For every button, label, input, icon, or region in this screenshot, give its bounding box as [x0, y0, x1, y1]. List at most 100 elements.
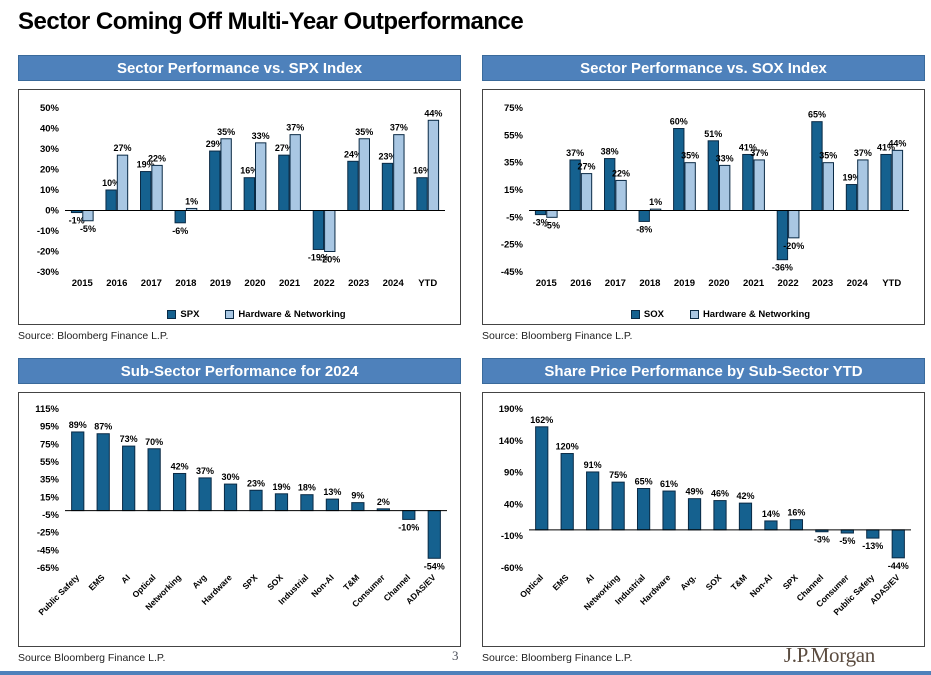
value-label: -8% [636, 224, 652, 234]
value-label: 37% [286, 123, 304, 133]
bar [198, 477, 212, 512]
y-tick-label: 0% [45, 206, 59, 217]
chart-sox-legend: SOX Hardware & Networking [519, 307, 922, 323]
value-label: 9% [351, 491, 364, 501]
bar [351, 502, 365, 512]
value-label: 37% [196, 466, 214, 476]
value-label: 42% [171, 461, 189, 471]
category-label: 2022 [314, 278, 335, 289]
y-tick-label: 35% [504, 158, 524, 169]
category-label: 2019 [210, 278, 231, 289]
category-label: AI [119, 572, 132, 585]
y-tick-label: -60% [501, 563, 524, 574]
bar [673, 128, 685, 211]
y-tick-label: -45% [37, 545, 60, 556]
bar [223, 483, 238, 512]
bar [427, 510, 441, 559]
bar [416, 177, 428, 211]
category-label: SOX [265, 572, 285, 592]
bar [278, 154, 290, 211]
value-label: 35% [819, 151, 837, 161]
y-tick-label: 30% [40, 144, 60, 155]
y-tick-label: 75% [504, 103, 524, 114]
chart-header-subsector-2024: Sub-Sector Performance for 2024 [18, 358, 461, 384]
value-label: 27% [113, 143, 131, 153]
category-label: SOX [704, 572, 724, 592]
value-label: -3% [533, 218, 549, 228]
jpmorgan-logo: J.P.Morgan [783, 643, 875, 667]
chart-box-sox: 75% 55% 35% 15% -5% -25% -45% -3% 37% 38% -8% 60% 51… [482, 89, 925, 325]
bar [174, 210, 186, 224]
y-tick-label: 55% [504, 130, 524, 141]
source-note-spx: Source: Bloomberg Finance L.P. [18, 330, 169, 342]
value-label: 89% [69, 420, 87, 430]
value-label: 19% [137, 160, 155, 170]
value-label: 35% [355, 127, 373, 137]
source-note-subsector-ytd: Source: Bloomberg Finance L.P. [482, 652, 633, 664]
bar [393, 134, 405, 211]
bar [243, 177, 256, 211]
category-label: 2022 [778, 278, 799, 289]
bar [845, 184, 858, 211]
category-label: Non-AI [309, 572, 336, 599]
category-label: AI [583, 572, 596, 585]
category-label: 2020 [708, 278, 729, 289]
value-label: 10% [102, 178, 120, 188]
bar [857, 159, 869, 211]
value-label: 16% [240, 166, 258, 176]
bar [255, 142, 267, 211]
value-label: -19% [308, 252, 329, 262]
value-label: 18% [298, 483, 316, 493]
value-label: 46% [711, 489, 729, 499]
value-label: 2% [377, 497, 390, 507]
bar [147, 448, 161, 512]
bar [742, 153, 754, 211]
legend-label: Hardware & Networking [238, 309, 346, 320]
bar [140, 171, 152, 212]
y-tick-label: 10% [40, 185, 60, 196]
bar [866, 529, 880, 539]
legend-swatch [689, 310, 699, 319]
category-label: Avg. [678, 572, 698, 592]
value-label: -20% [319, 255, 340, 265]
category-label: T&M [729, 572, 749, 592]
y-tick-label: 15% [40, 492, 60, 503]
value-label: 61% [660, 479, 678, 489]
value-label: 41% [739, 142, 757, 152]
bar [347, 160, 359, 212]
category-label: 2016 [570, 278, 591, 289]
category-label: 2024 [383, 278, 405, 289]
bar [122, 445, 136, 512]
bar [116, 154, 129, 211]
bar [289, 134, 301, 211]
bar [662, 490, 676, 531]
bar [788, 210, 800, 239]
chart-subsector-2024-svg: 115% 95% 75% 55% 35% 15% -5% -25% -45% -65% 89% Pub… [35, 404, 447, 617]
bar [151, 164, 163, 211]
bar [300, 494, 314, 512]
legend-swatch [167, 310, 177, 319]
category-label: Non-AI [748, 572, 775, 599]
category-label: 2021 [743, 278, 765, 289]
bar [324, 210, 336, 252]
bar [707, 140, 720, 211]
value-label: 19% [842, 173, 860, 183]
chart-box-subsector-ytd: 190% 140% 90% 40% -10% -60% 162% Optical 120% EMS… [482, 392, 925, 647]
y-tick-label: 90% [504, 468, 524, 479]
value-label: 75% [609, 470, 627, 480]
y-tick-label: -30% [37, 267, 60, 278]
value-label: -54% [424, 561, 445, 571]
value-label: 42% [736, 491, 754, 501]
value-label: 33% [716, 153, 734, 163]
y-tick-label: 15% [504, 185, 524, 196]
value-label: 60% [670, 117, 688, 127]
legend-label: Hardware & Networking [702, 309, 811, 320]
chart-header-spx: Sector Performance vs. SPX Index [18, 55, 461, 81]
chart-header-subsector-ytd: Share Price Performance by Sub-Sector YT… [482, 358, 925, 384]
y-tick-label: 50% [40, 103, 60, 114]
bar [713, 500, 727, 531]
value-label: 35% [681, 151, 699, 161]
bar [811, 121, 823, 212]
value-label: 13% [323, 487, 341, 497]
y-tick-label: -65% [37, 563, 60, 574]
